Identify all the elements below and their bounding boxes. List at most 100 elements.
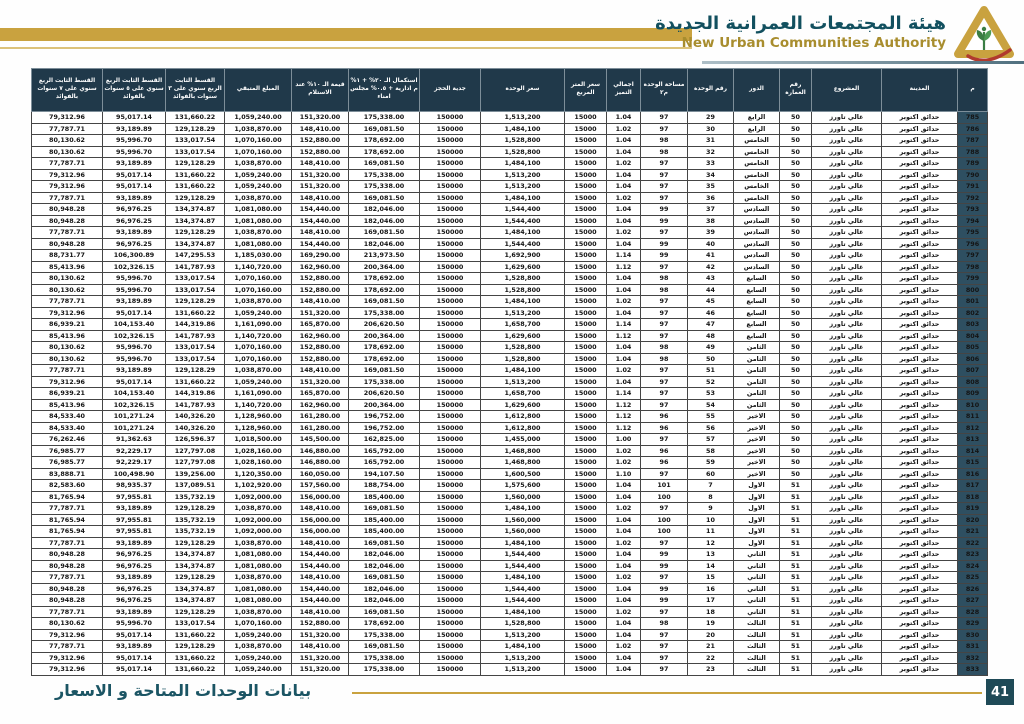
cell-installment_7y: 80,948.28 (31, 594, 103, 607)
cell-price_per_m2: 15000 (564, 352, 607, 365)
cell-total_premium: 1.04 (606, 490, 641, 503)
cell-building_no: 50 (779, 341, 812, 354)
cell-price_per_m2: 15000 (564, 237, 607, 250)
cell-value_10pct_on_delivery: 154,440.00 (291, 214, 349, 227)
cell-value_10pct_on_delivery: 151,320.00 (291, 111, 349, 124)
cell-unit_area: 101 (640, 479, 688, 492)
cell-completion_20pct: 194,107.50 (348, 467, 420, 480)
cell-serial: 786 (957, 122, 988, 135)
cell-installment_3y: 129,128.29 (165, 502, 225, 515)
cell-building_no: 50 (779, 318, 812, 331)
cell-value_10pct_on_delivery: 148,410.00 (291, 502, 349, 515)
cell-completion_20pct: 165,792.00 (348, 456, 420, 469)
cell-city: حدائق اكتوبر (881, 341, 958, 354)
cell-total_premium: 1.02 (606, 605, 641, 618)
cell-installment_3y: 129,128.29 (165, 226, 225, 239)
cell-unit_no: 35 (687, 180, 734, 193)
table-row: 818 حدائق اكتوبر غالي تاورز 51 الاول 8 100 1.04… (31, 490, 988, 503)
cell-floor: السادس (733, 226, 780, 239)
cell-building_no: 51 (779, 502, 812, 515)
cell-installment_3y: 133,017.54 (165, 617, 225, 630)
footer-title: بيانات الوحدات المتاحة و الاسعار (55, 681, 312, 700)
cell-booking_deposit: 150000 (419, 364, 481, 377)
cell-remaining_amount: 1,059,240.00 (224, 628, 292, 641)
cell-installment_7y: 77,787.71 (31, 536, 103, 549)
cell-installment_5y: 93,189.89 (102, 295, 166, 308)
cell-total_premium: 1.14 (606, 249, 641, 262)
cell-unit_price: 1,658,700 (480, 318, 565, 331)
table-row: 794 حدائق اكتوبر غالي تاورز 50 السادس 38 99 1.0… (31, 214, 988, 227)
cell-floor: الثالث (733, 651, 780, 664)
cell-city: حدائق اكتوبر (881, 467, 958, 480)
cell-serial: 808 (957, 375, 988, 388)
cell-building_no: 50 (779, 410, 812, 423)
cell-installment_3y: 127,797.08 (165, 444, 225, 457)
cell-completion_20pct: 175,338.00 (348, 663, 420, 676)
cell-unit_area: 97 (640, 375, 688, 388)
cell-city: حدائق اكتوبر (881, 651, 958, 664)
cell-booking_deposit: 150000 (419, 651, 481, 664)
cell-price_per_m2: 15000 (564, 203, 607, 216)
cell-booking_deposit: 150000 (419, 375, 481, 388)
cell-remaining_amount: 1,038,870.00 (224, 226, 292, 239)
cell-value_10pct_on_delivery: 148,410.00 (291, 191, 349, 204)
cell-completion_20pct: 169,081.50 (348, 157, 420, 170)
cell-value_10pct_on_delivery: 162,960.00 (291, 398, 349, 411)
cell-total_premium: 1.02 (606, 226, 641, 239)
cell-serial: 816 (957, 467, 988, 480)
cell-floor: الاخير (733, 467, 780, 480)
cell-unit_no: 7 (687, 479, 734, 492)
cell-remaining_amount: 1,185,030.00 (224, 249, 292, 262)
cell-project: غالي تاورز (811, 352, 882, 365)
cell-building_no: 51 (779, 525, 812, 538)
authority-title-english: New Urban Communities Authority (681, 35, 946, 52)
cell-unit_area: 100 (640, 525, 688, 538)
cell-completion_20pct: 178,692.00 (348, 617, 420, 630)
cell-remaining_amount: 1,161,090.00 (224, 387, 292, 400)
cell-value_10pct_on_delivery: 148,410.00 (291, 295, 349, 308)
cell-price_per_m2: 15000 (564, 571, 607, 584)
cell-city: حدائق اكتوبر (881, 145, 958, 158)
cell-unit_no: 56 (687, 421, 734, 434)
cell-building_no: 51 (779, 582, 812, 595)
table-row: 825 حدائق اكتوبر غالي تاورز 51 الثاني 15 97 1.0… (31, 571, 988, 584)
cell-city: حدائق اكتوبر (881, 433, 958, 446)
logo-plant-leaf-left (976, 30, 984, 41)
cell-floor: السابع (733, 283, 780, 296)
cell-value_10pct_on_delivery: 161,280.00 (291, 421, 349, 434)
cell-completion_20pct: 169,081.50 (348, 605, 420, 618)
cell-unit_price: 1,484,100 (480, 571, 565, 584)
table-row: 810 حدائق اكتوبر غالي تاورز 50 الثامن 54 97 1.1… (31, 398, 988, 411)
cell-unit_price: 1,600,500 (480, 467, 565, 480)
cell-serial: 813 (957, 433, 988, 446)
cell-value_10pct_on_delivery: 154,440.00 (291, 559, 349, 572)
col-header-floor: الدور (733, 68, 780, 112)
cell-completion_20pct: 175,338.00 (348, 628, 420, 641)
cell-project: غالي تاورز (811, 490, 882, 503)
cell-installment_3y: 129,128.29 (165, 295, 225, 308)
cell-value_10pct_on_delivery: 156,000.00 (291, 513, 349, 526)
cell-installment_7y: 80,948.28 (31, 203, 103, 216)
cell-total_premium: 1.02 (606, 444, 641, 457)
cell-installment_7y: 81,765.94 (31, 490, 103, 503)
cell-floor: الخامس (733, 134, 780, 147)
cell-unit_area: 100 (640, 490, 688, 503)
cell-booking_deposit: 150000 (419, 421, 481, 434)
cell-value_10pct_on_delivery: 151,320.00 (291, 663, 349, 676)
cell-booking_deposit: 150000 (419, 536, 481, 549)
cell-unit_no: 14 (687, 559, 734, 572)
cell-unit_area: 96 (640, 456, 688, 469)
cell-installment_7y: 79,312.96 (31, 628, 103, 641)
cell-unit_area: 97 (640, 318, 688, 331)
cell-completion_20pct: 182,046.00 (348, 594, 420, 607)
cell-installment_7y: 79,312.96 (31, 375, 103, 388)
cell-unit_price: 1,513,200 (480, 651, 565, 664)
table-row: 805 حدائق اكتوبر غالي تاورز 50 الثامن 49 98 1.0… (31, 341, 988, 354)
cell-unit_price: 1,528,800 (480, 341, 565, 354)
cell-unit_area: 97 (640, 191, 688, 204)
cell-price_per_m2: 15000 (564, 536, 607, 549)
cell-floor: الثامن (733, 364, 780, 377)
cell-unit_no: 34 (687, 168, 734, 181)
cell-city: حدائق اكتوبر (881, 191, 958, 204)
cell-serial: 791 (957, 180, 988, 193)
